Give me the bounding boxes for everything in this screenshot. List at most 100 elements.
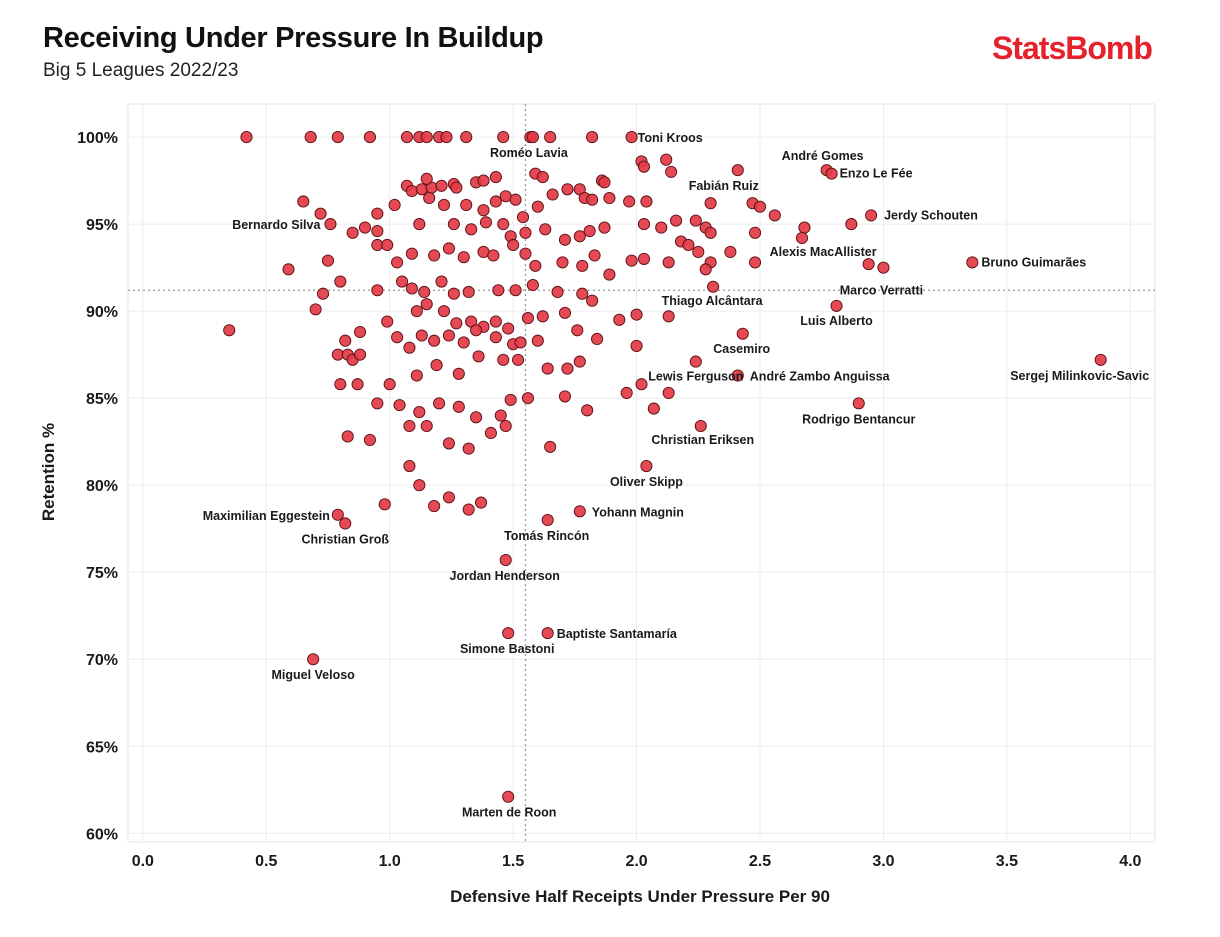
point-labels: Toni Kroos Roméo Lavia André Gomes Enzo Le … (203, 131, 1149, 820)
data-point (442, 491, 455, 504)
data-point (341, 430, 354, 443)
data-point (613, 313, 626, 326)
player-label: Luis Alberto (800, 314, 873, 328)
data-point (457, 336, 470, 349)
data-point (504, 393, 517, 406)
data-point (450, 181, 463, 194)
data-point (472, 350, 485, 363)
data-point (452, 400, 465, 413)
data-point (516, 211, 530, 224)
player-label: Bruno Guimarães (981, 255, 1086, 269)
data-point (489, 195, 502, 208)
data-point (403, 419, 416, 433)
data-point (497, 218, 510, 231)
data-point-labeled (331, 508, 344, 521)
data-point (282, 263, 295, 276)
y-tick-label: 75% (86, 565, 118, 582)
data-point (420, 419, 433, 433)
data-point (403, 341, 416, 354)
data-point (558, 306, 572, 319)
data-point (497, 353, 510, 366)
data-point (581, 404, 594, 417)
data-point (371, 207, 384, 220)
data-point-labeled (852, 397, 865, 410)
data-point (620, 386, 633, 399)
data-point (487, 249, 500, 262)
data-point (531, 200, 544, 213)
chart-title: Receiving Under Pressure In Buildup (43, 22, 544, 54)
data-point (583, 225, 596, 238)
player-label: Casemiro (713, 342, 770, 356)
data-point (381, 315, 394, 328)
data-point (526, 278, 539, 292)
data-point (321, 254, 335, 267)
data-point-labeled (862, 258, 875, 271)
data-point (512, 353, 525, 366)
data-point (598, 176, 611, 189)
grid-lines (128, 104, 1155, 842)
data-point-labeled (694, 419, 707, 433)
data-point (331, 131, 344, 144)
data-point (433, 397, 446, 410)
data-point (494, 409, 507, 422)
data-point (499, 419, 512, 433)
data-point (521, 392, 534, 405)
data-point (699, 263, 712, 276)
data-point (240, 131, 253, 144)
data-point (400, 131, 414, 144)
data-point (724, 245, 737, 258)
player-label: Rodrigo Bentancur (802, 412, 915, 426)
data-point (561, 183, 574, 196)
data-point-labeled (825, 167, 838, 180)
player-label: Yohann Magnin (592, 505, 684, 519)
chart-subtitle: Big 5 Leagues 2022/23 (43, 60, 239, 81)
data-point (531, 334, 544, 347)
x-tick-label: 4.0 (1119, 853, 1141, 870)
data-point (339, 334, 352, 347)
data-points (223, 131, 1107, 803)
data-point (346, 226, 359, 239)
data-point (591, 332, 604, 346)
data-point (334, 275, 347, 288)
data-point (573, 230, 586, 243)
data-point (479, 216, 493, 229)
data-point (704, 226, 717, 239)
data-point (662, 386, 675, 399)
data-point (662, 310, 675, 323)
data-point (428, 500, 441, 513)
data-point (410, 369, 423, 382)
data-point (556, 256, 569, 269)
data-point (521, 312, 534, 325)
data-point (393, 399, 406, 412)
data-point-labeled (877, 261, 890, 274)
data-point (637, 160, 651, 173)
data-point (489, 171, 502, 184)
data-point-labeled (830, 299, 843, 312)
player-label: Roméo Lavia (490, 146, 569, 160)
data-point (536, 310, 549, 323)
data-point (457, 251, 470, 264)
data-point-labeled (502, 627, 515, 640)
data-point (440, 131, 453, 144)
data-point (623, 195, 636, 208)
data-point (665, 165, 678, 178)
data-point (598, 221, 611, 234)
player-label: Alexis MacAllister (770, 245, 877, 259)
data-point (462, 285, 475, 299)
data-point-labeled (526, 131, 539, 144)
y-tick-label: 70% (86, 652, 118, 669)
data-point (670, 214, 683, 227)
player-label: Oliver Skipp (610, 475, 683, 489)
data-point (304, 131, 317, 144)
plot-area (127, 103, 1156, 843)
data-point (484, 426, 497, 440)
data-point (519, 226, 532, 239)
data-point (378, 498, 391, 511)
player-label: Thiago Alcântara (662, 294, 764, 308)
x-axis-title: Defensive Half Receipts Under Pressure P… (450, 887, 830, 906)
data-point-labeled (541, 513, 554, 527)
data-point (437, 305, 451, 318)
player-label: Simone Bastoni (460, 642, 554, 656)
data-point (798, 221, 811, 234)
player-label: Marten de Roon (462, 806, 556, 820)
